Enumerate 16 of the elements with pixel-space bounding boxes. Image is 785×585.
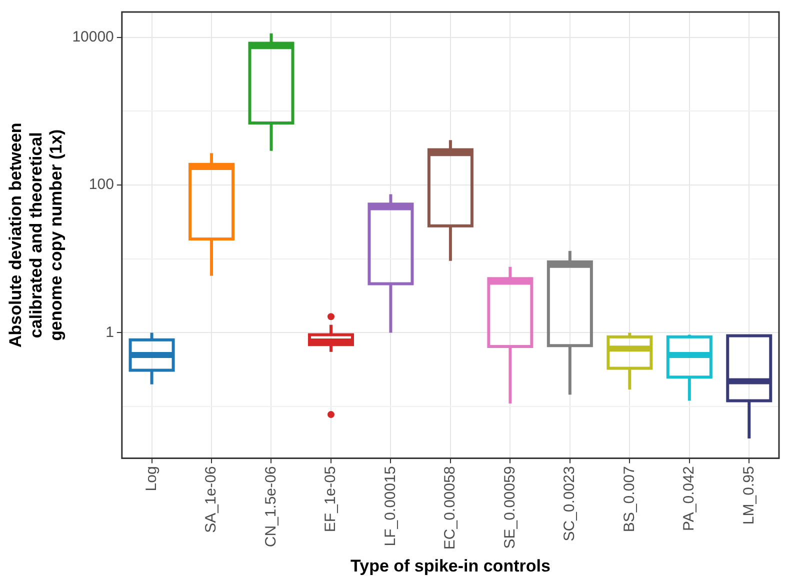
x-tick-label: SA_1e-06 [202, 466, 220, 533]
y-tick-label: 10000 [72, 28, 114, 46]
x-tick-label: EC_0.00058 [442, 466, 459, 550]
x-tick-label: SC_0.0023 [561, 466, 578, 542]
x-tick-label: PA_0.042 [680, 466, 698, 531]
x-tick-label: BS_0.007 [620, 466, 638, 532]
x-tick-label: EF_1e-05 [322, 466, 340, 532]
x-tick-label: CN_1.5e-06 [262, 466, 280, 548]
x-tick-label: LM_0.95 [740, 466, 758, 525]
y-axis-title: Absolute deviation between calibrated and theoretical genome copy number (1x) [6, 122, 66, 348]
x-tick-label: SE_0.00059 [501, 466, 518, 549]
x-tick-label: Log [142, 466, 160, 492]
x-tick-label: LF_0.00015 [382, 466, 399, 546]
y-tick-label: 100 [88, 176, 114, 194]
y-tick-label: 1 [106, 324, 114, 341]
x-axis-title: Type of spike-in controls [350, 556, 550, 576]
